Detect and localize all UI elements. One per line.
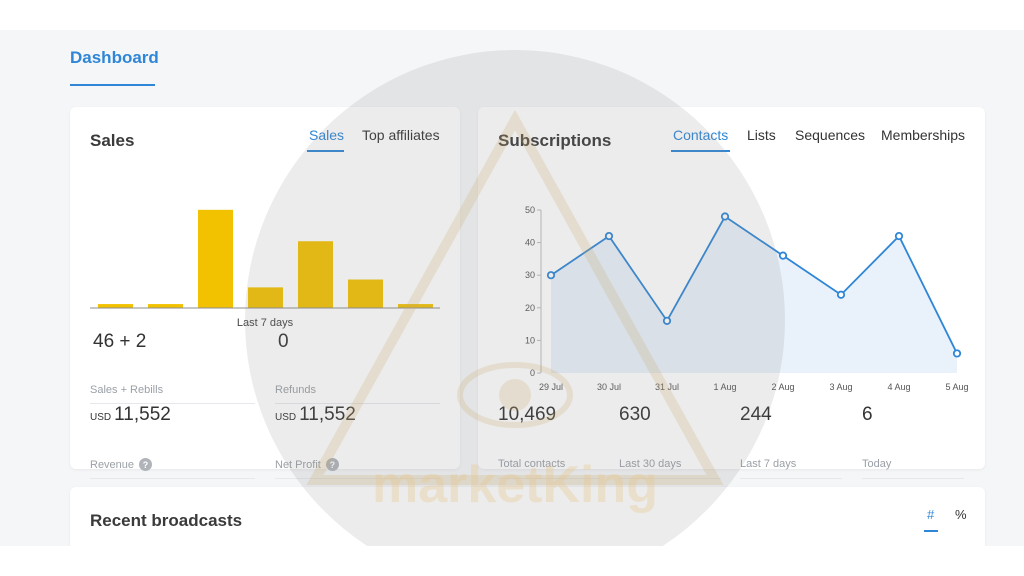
stat-divider	[275, 403, 440, 404]
dashboard-app: Dashboard Sales Sales Top affiliates Las…	[0, 30, 1024, 546]
contacts-area-chart: 0 10 20 30 40 50 29 Jul 30 Jul 31 Jul 1 Aug 2 Aug 3…	[525, 205, 969, 392]
net-profit-value: USD 11,552	[275, 404, 356, 425]
tab-contacts-underline	[671, 150, 730, 152]
sales-bar	[98, 304, 133, 308]
page-title-underline	[70, 84, 155, 86]
refunds-label: Refunds	[275, 384, 316, 396]
x-tick-label: 2 Aug	[771, 382, 794, 392]
sales-bar	[198, 209, 233, 308]
y-tick-label: 40	[525, 238, 535, 248]
contacts-series-line	[550, 215, 958, 354]
stat-divider	[90, 478, 255, 479]
tab-sequences[interactable]: Sequences	[795, 127, 866, 143]
stat-divider	[619, 478, 721, 479]
tab-count-underline	[924, 530, 938, 532]
contacts-data-point	[604, 231, 614, 241]
subscriptions-card-title: Subscriptions	[498, 131, 612, 150]
tab-lists[interactable]: Lists	[747, 127, 776, 143]
x-tick-label: 31 Jul	[655, 382, 679, 392]
stat-divider	[498, 478, 600, 479]
last-30-days-value: 630	[619, 404, 651, 425]
contacts-data-point	[546, 271, 556, 280]
last-30-days-label: Last 30 days	[619, 458, 682, 470]
last-7-days-label: Last 7 days	[740, 458, 797, 470]
sales-bar-chart: Last 7 days	[90, 209, 440, 329]
recent-broadcasts-card: Recent broadcasts # %	[70, 487, 985, 546]
tab-contacts[interactable]: Contacts	[673, 127, 729, 143]
total-contacts-value: 10,469	[498, 404, 557, 425]
stat-divider	[90, 403, 255, 404]
x-tick-label: 1 Aug	[713, 382, 736, 392]
x-tick-label: 5 Aug	[945, 382, 968, 392]
stat-divider	[275, 478, 440, 479]
sales-bar	[398, 304, 433, 308]
stat-divider	[862, 478, 964, 479]
tab-top-affiliates[interactable]: Top affiliates	[362, 127, 440, 143]
today-value: 6	[862, 404, 873, 425]
sales-card-title: Sales	[90, 131, 135, 150]
tab-memberships[interactable]: Memberships	[881, 127, 966, 143]
y-tick-label: 0	[530, 368, 535, 378]
help-icon[interactable]: ?	[139, 458, 153, 471]
contacts-area-fill	[551, 216, 957, 373]
x-tick-label: 4 Aug	[887, 382, 910, 392]
last-7-days-value: 244	[740, 404, 772, 425]
net-profit-label: Net Profit?	[275, 458, 339, 471]
contacts-data-point	[836, 290, 846, 299]
sales-rebills-value: 46 + 2	[93, 331, 147, 352]
tab-count[interactable]: #	[927, 507, 935, 522]
tab-sales[interactable]: Sales	[309, 127, 345, 143]
sales-chart-caption: Last 7 days	[237, 317, 294, 329]
total-contacts-label: Total contacts	[498, 458, 566, 470]
revenue-value: USD 11,552	[90, 404, 171, 425]
sales-rebills-label: Sales + Rebills	[90, 384, 164, 396]
y-tick-label: 20	[525, 303, 535, 313]
contacts-data-point	[720, 212, 730, 221]
tab-percent[interactable]: %	[955, 507, 967, 522]
y-tick-label: 50	[525, 205, 535, 215]
contacts-data-point	[894, 231, 904, 241]
revenue-label: Revenue?	[90, 458, 153, 471]
today-label: Today	[862, 458, 892, 470]
sales-bar	[348, 279, 383, 308]
subscriptions-card: Subscriptions Contacts Lists Sequences M…	[478, 107, 985, 479]
sales-card: Sales Sales Top affiliates Last 7 days 4…	[70, 107, 460, 479]
refunds-value: 0	[278, 331, 289, 352]
contacts-data-point	[662, 316, 672, 325]
x-tick-label: 30 Jul	[597, 382, 621, 392]
page-title: Dashboard	[70, 48, 159, 67]
contacts-data-point	[778, 251, 788, 260]
stat-divider	[740, 478, 842, 479]
recent-broadcasts-title: Recent broadcasts	[90, 511, 243, 530]
x-tick-label: 29 Jul	[539, 382, 563, 392]
contacts-data-point	[952, 349, 962, 358]
sales-bar	[298, 241, 333, 308]
x-tick-label: 3 Aug	[829, 382, 852, 392]
tab-sales-underline	[307, 150, 344, 152]
y-tick-label: 10	[525, 335, 535, 345]
help-icon[interactable]: ?	[325, 458, 339, 471]
y-tick-label: 30	[525, 270, 535, 280]
sales-bar	[148, 304, 183, 308]
sales-bar	[248, 287, 283, 308]
